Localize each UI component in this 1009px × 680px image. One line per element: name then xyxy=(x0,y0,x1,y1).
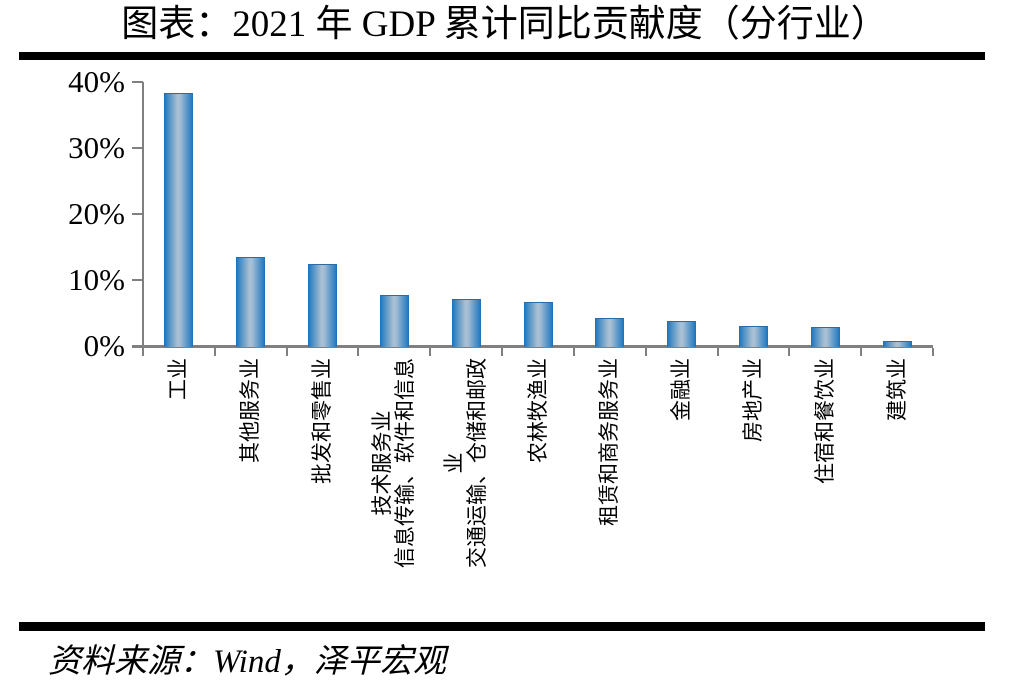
chart-title: 图表：2021 年 GDP 累计同比贡献度（分行业） xyxy=(121,4,888,45)
bar xyxy=(882,340,912,347)
x-axis-tick xyxy=(788,348,791,356)
x-axis-tick xyxy=(142,348,144,356)
y-axis-tick-label: 30% xyxy=(68,129,125,165)
x-axis-label: 农林牧渔业 xyxy=(525,358,550,463)
y-axis-tick xyxy=(132,80,143,83)
bar xyxy=(595,318,625,347)
x-axis-tick xyxy=(716,348,719,356)
y-axis-tick xyxy=(132,278,143,281)
x-axis-label: 批发和零售业 xyxy=(310,358,335,484)
x-axis-tick xyxy=(572,348,575,356)
source-note: 资料来源：Wind，泽平宏观 xyxy=(48,644,446,680)
x-axis-label: 其他服务业 xyxy=(238,358,263,463)
bar xyxy=(810,327,840,347)
bar xyxy=(523,302,553,347)
bar xyxy=(308,264,338,347)
y-axis-tick xyxy=(132,212,143,215)
bar xyxy=(236,257,266,347)
bottom-divider xyxy=(19,622,985,631)
x-axis-label: 工业 xyxy=(166,358,191,400)
x-axis-tick xyxy=(501,348,504,356)
bar xyxy=(667,320,697,347)
bar xyxy=(379,295,409,347)
x-axis-tick xyxy=(213,348,216,356)
x-axis-label: 房地产业 xyxy=(740,358,765,442)
y-axis-tick-label: 40% xyxy=(68,63,125,99)
bar xyxy=(451,299,481,347)
bar xyxy=(164,92,194,347)
y-axis-tick-label: 0% xyxy=(83,328,125,363)
y-axis-tick xyxy=(132,146,143,149)
y-axis-tick-label: 20% xyxy=(68,195,125,231)
x-axis-label: 住宿和餐饮业 xyxy=(812,358,837,484)
x-axis-tick xyxy=(932,348,934,356)
gdp-contribution-bar-chart: 0% 10% 20% 30% 40% 工业 其他服务业 批发和零售业 技术服务业 信息传输、软件… xyxy=(0,60,1009,622)
x-axis-tick xyxy=(860,348,863,356)
x-axis-tick xyxy=(644,348,647,356)
x-axis-label: 技术服务业 信息传输、软件和信息 xyxy=(370,358,418,568)
x-axis-tick xyxy=(357,348,360,356)
x-axis-tick xyxy=(429,348,432,356)
x-axis-label: 金融业 xyxy=(669,358,694,421)
x-axis-label: 业 交通运输、仓储和邮政 xyxy=(442,358,490,568)
y-axis-line xyxy=(142,81,144,348)
x-axis-tick xyxy=(285,348,288,356)
x-axis-label: 建筑业 xyxy=(884,358,909,421)
top-divider xyxy=(19,52,985,60)
y-axis-tick-label: 10% xyxy=(68,261,125,297)
x-axis-label: 租赁和商务服务业 xyxy=(597,358,622,526)
bar xyxy=(738,326,768,347)
